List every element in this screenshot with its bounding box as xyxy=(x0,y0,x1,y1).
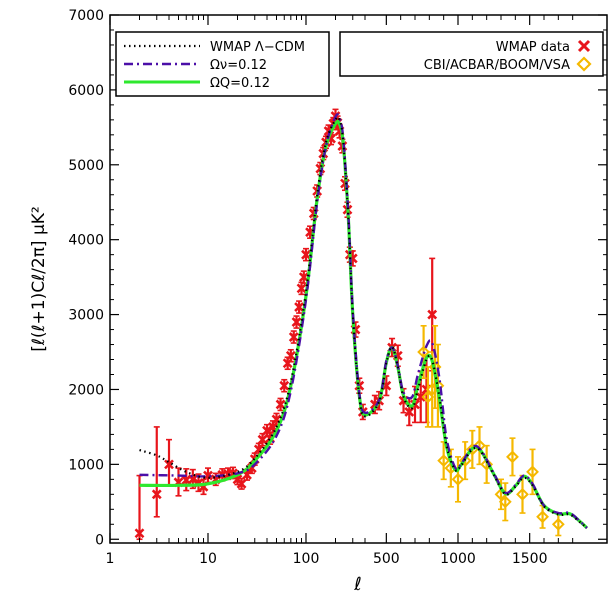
legend-label-cbi-data: CBI/ACBAR/BOOM/VSA xyxy=(424,58,570,73)
x-tick-label: 10 xyxy=(199,551,217,567)
data-point xyxy=(279,378,290,393)
curve-lcdm xyxy=(139,115,588,529)
y-tick-label: 2000 xyxy=(68,382,104,398)
data-point xyxy=(451,456,465,503)
y-tick-label: 5000 xyxy=(68,158,104,174)
x-tick-label: 100 xyxy=(293,551,320,567)
data-point xyxy=(294,300,305,314)
data-point xyxy=(164,438,174,487)
curve-omega-nu xyxy=(139,113,588,529)
y-tick-label: 7000 xyxy=(68,8,104,24)
data-point xyxy=(203,467,213,484)
legend-label-q: ΩQ=0.12 xyxy=(210,76,270,91)
data-point xyxy=(151,426,162,518)
data-point xyxy=(288,330,299,344)
y-tick-label: 1000 xyxy=(68,457,104,473)
legend-marker-wmap-data xyxy=(577,39,591,53)
x-axis-label: ℓ xyxy=(353,574,361,595)
data-point xyxy=(301,247,311,262)
data-point xyxy=(173,467,184,497)
y-tick-label: 6000 xyxy=(68,83,104,99)
x-tick-label: 1000 xyxy=(440,551,476,567)
curve-omega-q xyxy=(139,119,589,530)
data-point xyxy=(285,348,296,363)
data-point xyxy=(437,441,451,481)
data-point xyxy=(506,437,519,477)
y-tick-label: 3000 xyxy=(68,308,104,324)
x-tick-label: 1 xyxy=(106,551,115,567)
legend-right: WMAP data CBI/ACBAR/BOOM/VSA xyxy=(339,31,604,77)
x-tick-label: 1500 xyxy=(512,551,548,567)
data-point xyxy=(181,468,192,492)
legend-right-box xyxy=(339,31,604,77)
legend-label-nu: Ων=0.12 xyxy=(210,58,267,73)
plot-frame xyxy=(109,14,608,544)
data-point xyxy=(551,512,565,537)
data-point xyxy=(291,315,302,329)
legend-left: WMAP Λ−CDM Ων=0.12 ΩQ=0.12 xyxy=(115,31,330,97)
legend-marker-cbi-data xyxy=(576,56,592,72)
data-point xyxy=(236,477,247,490)
legend-label-wmap-data: WMAP data xyxy=(496,40,570,55)
y-axis-label: [ℓ(ℓ+1)Cℓ/2π] μK² xyxy=(29,206,49,352)
data-point xyxy=(480,444,494,484)
y-tick-label: 4000 xyxy=(68,233,104,249)
data-point xyxy=(296,281,307,296)
data-point xyxy=(536,504,549,529)
data-point xyxy=(257,432,268,447)
data-point xyxy=(498,482,512,522)
legend-label-lcdm: WMAP Λ−CDM xyxy=(210,40,305,55)
x-tick-label: 500 xyxy=(373,551,400,567)
y-tick-label: 0 xyxy=(95,532,104,548)
